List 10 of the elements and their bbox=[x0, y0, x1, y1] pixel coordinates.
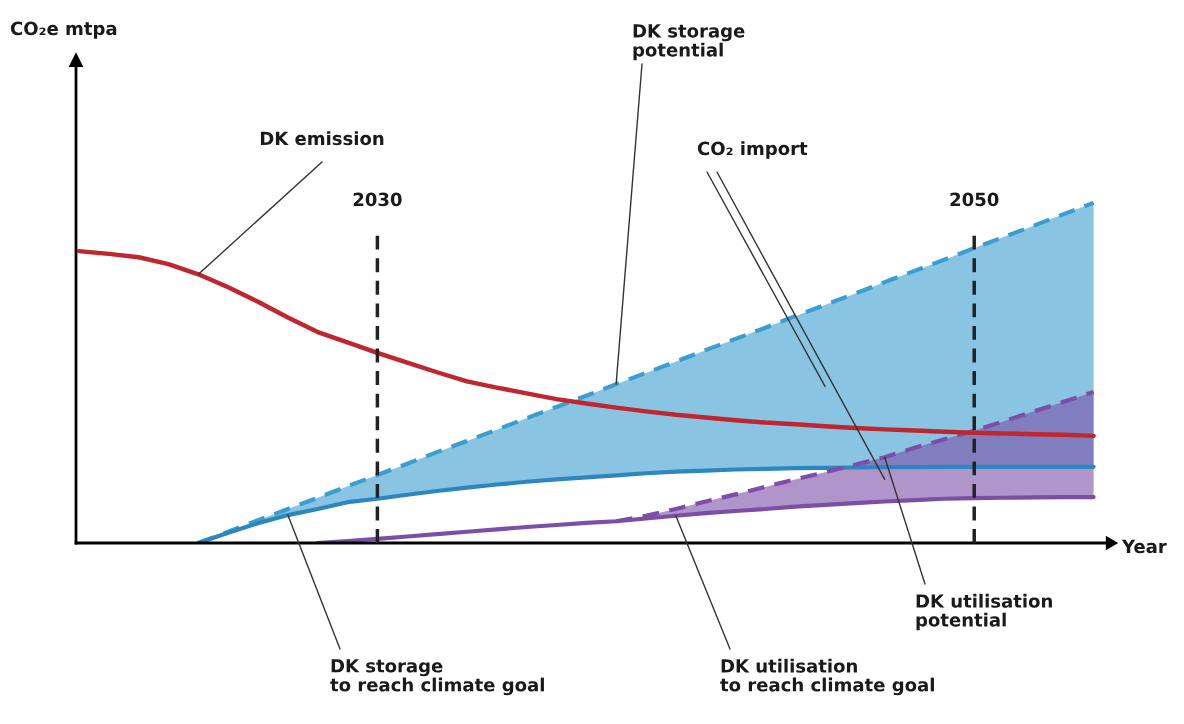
text: CO₂e mtpa bbox=[10, 21, 117, 39]
text: CO₂ import bbox=[697, 141, 808, 159]
x-tick-label: 2050 bbox=[950, 192, 999, 207]
x-axis-title: Year bbox=[1121, 539, 1167, 554]
x-tick-label: 2030 bbox=[353, 192, 402, 207]
text: DK storage potential bbox=[633, 24, 745, 61]
text: DK utilisation potential bbox=[916, 593, 1052, 631]
text: DK utilisation to reach climate goal bbox=[720, 658, 934, 696]
text: DK emission bbox=[260, 131, 384, 146]
text: DK storage to reach climate goal bbox=[330, 659, 544, 696]
